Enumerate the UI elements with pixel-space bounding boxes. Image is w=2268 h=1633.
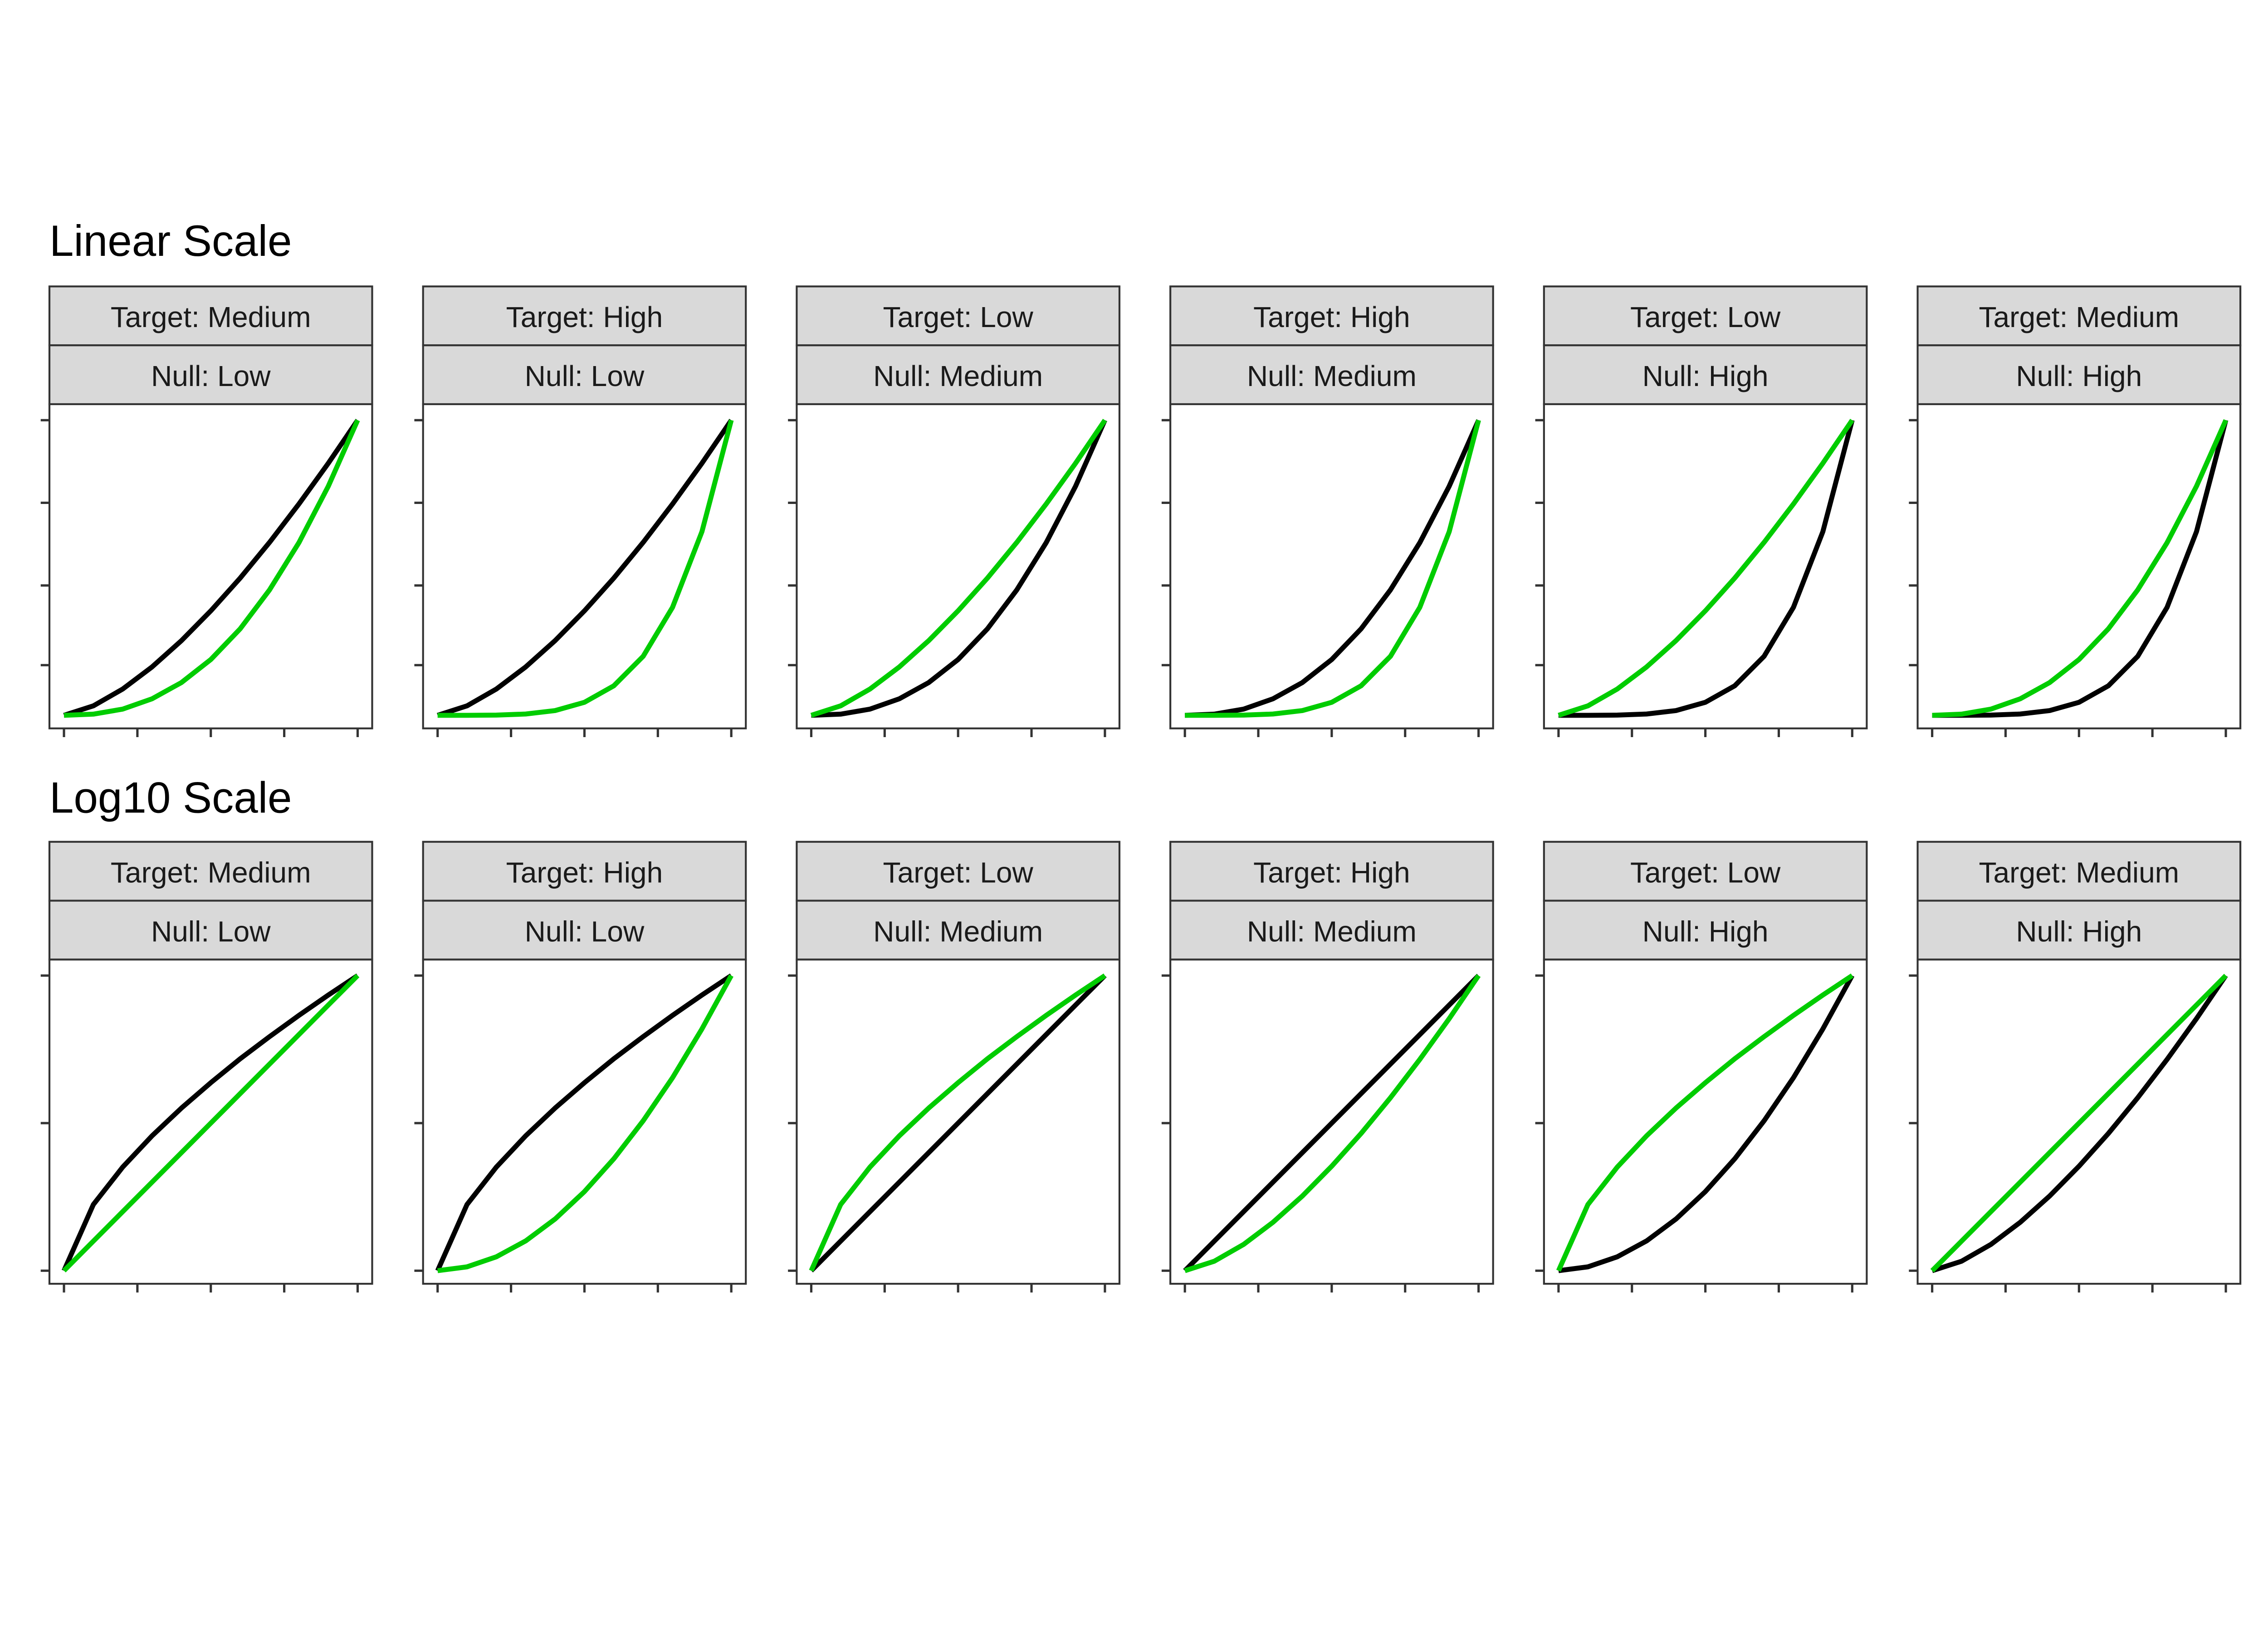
strip-target — [48, 841, 373, 902]
facet-panel: Target: Low Null: High — [1535, 841, 1868, 1293]
facet-panel: Target: High Null: Medium — [1161, 841, 1494, 1293]
black-series-line — [1932, 419, 2229, 718]
strip-target-label: Target: Low — [883, 301, 1034, 333]
strip-null-label: Null: High — [1642, 360, 1769, 392]
strip-target — [1543, 285, 1868, 347]
strip-null-label: Null: Low — [151, 360, 271, 392]
strip-target-label: Target: High — [1253, 301, 1410, 333]
strip-target — [1916, 285, 2242, 347]
strip-null — [1916, 344, 2242, 406]
strip-null-label: Null: Medium — [1247, 915, 1417, 948]
black-series-line — [1558, 974, 1855, 1273]
plot-area — [1543, 403, 1868, 729]
facet-panel: Target: Medium Null: Low — [40, 285, 373, 737]
strip-target — [422, 285, 747, 347]
plot-area — [1543, 958, 1868, 1285]
strip-null-label: Null: Medium — [873, 915, 1043, 948]
green-series-line — [1556, 973, 1854, 1272]
strip-null-label: Null: Medium — [1247, 360, 1417, 392]
green-series-line — [437, 974, 733, 1273]
strip-target — [796, 285, 1121, 347]
green-series-line — [62, 973, 360, 1273]
strip-null — [1543, 344, 1868, 406]
black-series-line — [437, 419, 733, 718]
strip-target — [48, 285, 373, 347]
black-series-line — [809, 973, 1107, 1273]
strip-target-label: Target: High — [1253, 856, 1410, 889]
black-series-line — [1558, 419, 1855, 718]
faceted-line-chart: Linear Scale Log10 Scale Target: Medium N… — [40, 217, 2242, 1293]
green-series-line — [1185, 419, 1481, 718]
plot-area — [422, 958, 747, 1285]
plot-area — [1916, 403, 2242, 729]
strip-null-label: Null: High — [1642, 915, 1769, 948]
facet-panel: Target: High Null: Low — [414, 285, 747, 737]
facet-panel: Target: Low Null: Medium — [788, 285, 1121, 737]
strip-null-label: Null: Medium — [873, 360, 1043, 392]
black-series-line — [811, 419, 1107, 718]
strip-target — [796, 841, 1121, 902]
facet-panel: Target: High Null: Low — [414, 841, 747, 1293]
black-series-line — [63, 419, 360, 718]
facet-panel: Target: Medium Null: High — [1909, 841, 2242, 1293]
strip-null-label: Null: Low — [151, 915, 271, 948]
strip-target — [1169, 285, 1494, 347]
green-series-line — [810, 419, 1107, 718]
strip-target — [1543, 841, 1868, 902]
green-series-line — [1930, 973, 2228, 1273]
strip-target-label: Target: Low — [883, 856, 1034, 889]
strip-null — [1916, 900, 2242, 961]
row-title-linear: Linear Scale — [49, 217, 292, 265]
facet-panel: Target: Low Null: Medium — [788, 841, 1121, 1293]
plot-area — [1169, 403, 1494, 729]
strip-null — [48, 344, 373, 406]
plot-area — [48, 403, 373, 729]
black-series-line — [435, 973, 733, 1272]
green-series-line — [1558, 419, 1854, 718]
black-series-line — [62, 973, 359, 1272]
strip-target-label: Target: Medium — [1979, 856, 2179, 889]
strip-null-label: Null: High — [2016, 915, 2142, 948]
strip-null — [1169, 344, 1494, 406]
green-series-line — [1932, 419, 2229, 718]
strip-target — [1169, 841, 1494, 902]
strip-target-label: Target: High — [506, 301, 663, 333]
green-series-line — [1184, 974, 1481, 1273]
plot-area — [422, 403, 747, 729]
facet-panel: Target: Medium Null: High — [1909, 285, 2242, 737]
facet-panel: Target: Low Null: High — [1535, 285, 1868, 737]
strip-target-label: Target: Low — [1630, 301, 1781, 333]
black-series-line — [1183, 973, 1481, 1273]
plot-area — [796, 403, 1121, 729]
strip-null-label: Null: High — [2016, 360, 2142, 392]
strip-null-label: Null: Low — [525, 915, 645, 948]
strip-null — [1169, 900, 1494, 961]
green-series-line — [809, 973, 1106, 1272]
facet-panels: Target: Medium Null: Low Target: High Null:… — [40, 285, 2242, 1293]
strip-target-label: Target: High — [506, 856, 663, 889]
strip-target-label: Target: Medium — [111, 856, 311, 889]
facet-panel: Target: High Null: Medium — [1161, 285, 1494, 737]
black-series-line — [1931, 974, 2228, 1273]
strip-target-label: Target: Medium — [1979, 301, 2179, 333]
strip-null — [796, 344, 1121, 406]
strip-target-label: Target: Medium — [111, 301, 311, 333]
strip-null-label: Null: Low — [525, 360, 645, 392]
strip-null — [48, 900, 373, 961]
facet-panel: Target: Medium Null: Low — [40, 841, 373, 1293]
strip-target-label: Target: Low — [1630, 856, 1781, 889]
strip-null — [422, 344, 747, 406]
green-series-line — [64, 419, 360, 718]
green-series-line — [437, 419, 734, 718]
row-title-log: Log10 Scale — [49, 774, 292, 822]
black-series-line — [1184, 419, 1481, 718]
